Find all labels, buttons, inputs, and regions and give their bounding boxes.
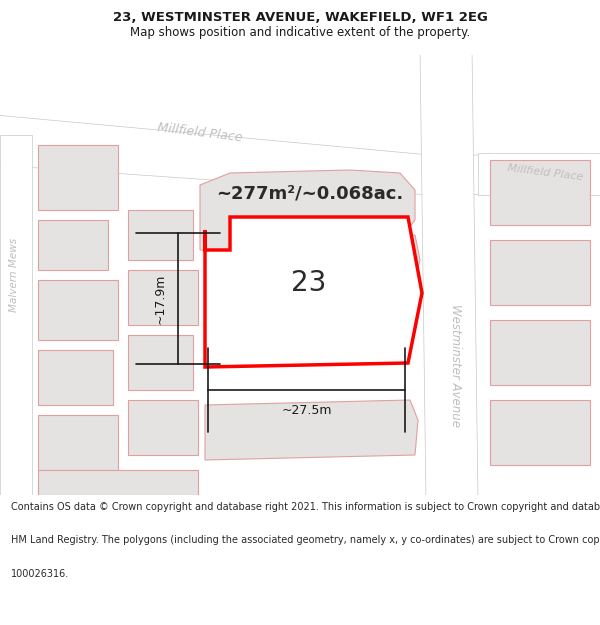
Text: Millfield Place: Millfield Place: [157, 121, 243, 144]
Text: Contains OS data © Crown copyright and database right 2021. This information is : Contains OS data © Crown copyright and d…: [11, 501, 600, 511]
Bar: [128, 400, 198, 455]
Text: 23: 23: [292, 269, 327, 298]
Bar: [38, 415, 118, 470]
Bar: [38, 145, 118, 210]
Polygon shape: [340, 235, 420, 285]
Polygon shape: [205, 217, 422, 367]
Text: HM Land Registry. The polygons (including the associated geometry, namely x, y c: HM Land Registry. The polygons (includin…: [11, 535, 600, 545]
Polygon shape: [200, 170, 415, 250]
Text: ~277m²/~0.068ac.: ~277m²/~0.068ac.: [217, 184, 404, 202]
Text: 23, WESTMINSTER AVENUE, WAKEFIELD, WF1 2EG: 23, WESTMINSTER AVENUE, WAKEFIELD, WF1 2…: [113, 11, 487, 24]
Bar: [128, 335, 193, 390]
Bar: [38, 280, 118, 340]
Bar: [38, 220, 108, 270]
Text: Westminster Avenue: Westminster Avenue: [449, 304, 461, 426]
Bar: [128, 270, 198, 325]
Bar: [490, 160, 590, 225]
Polygon shape: [0, 115, 600, 195]
Text: 100026316.: 100026316.: [11, 569, 69, 579]
Text: ~27.5m: ~27.5m: [281, 404, 332, 416]
Polygon shape: [420, 50, 478, 500]
Text: ~17.9m: ~17.9m: [154, 273, 167, 324]
Bar: [490, 320, 590, 385]
Polygon shape: [205, 400, 418, 460]
Bar: [490, 240, 590, 305]
Bar: [38, 470, 198, 495]
Polygon shape: [0, 135, 32, 500]
Polygon shape: [478, 153, 600, 195]
Text: Malvern Mews: Malvern Mews: [9, 238, 19, 312]
Bar: [128, 210, 193, 260]
Text: Millfield Place: Millfield Place: [506, 163, 584, 182]
Bar: [490, 400, 590, 465]
Text: Map shows position and indicative extent of the property.: Map shows position and indicative extent…: [130, 26, 470, 39]
Bar: [38, 350, 113, 405]
